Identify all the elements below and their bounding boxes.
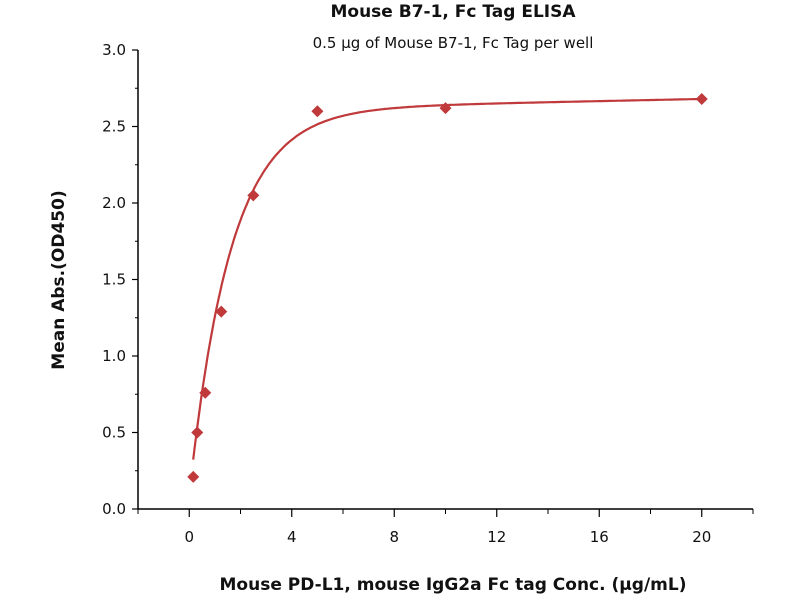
chart-title: Mouse B7-1, Fc Tag ELISA	[330, 2, 576, 22]
chart-subtitle: 0.5 µg of Mouse B7-1, Fc Tag per well	[313, 34, 594, 52]
data-point	[311, 105, 324, 118]
y-tick-label: 1.5	[102, 271, 126, 289]
data-point	[695, 92, 708, 105]
data-point	[199, 386, 212, 399]
data-point	[191, 426, 204, 439]
y-tick-label: 1.0	[102, 347, 126, 365]
data-point	[247, 189, 260, 202]
x-tick-label: 20	[692, 528, 711, 546]
y-tick-label: 2.5	[102, 118, 126, 136]
x-tick-label: 12	[487, 528, 506, 546]
x-tick-label: 4	[287, 528, 297, 546]
y-tick-label: 0.5	[102, 424, 126, 442]
x-axis-label: Mouse PD-L1, mouse IgG2a Fc tag Conc. (µ…	[220, 575, 687, 595]
x-tick-label: 16	[590, 528, 609, 546]
fit-curve	[192, 97, 701, 460]
data-point	[439, 102, 452, 115]
y-tick-label: 3.0	[102, 41, 126, 59]
x-tick-label: 8	[389, 528, 399, 546]
y-axis-label: Mean Abs.(OD450)	[49, 190, 69, 369]
x-tick-label: 0	[184, 528, 194, 546]
data-point	[187, 470, 200, 483]
y-tick-label: 0.0	[102, 500, 126, 518]
data-point	[215, 305, 228, 318]
y-tick-label: 2.0	[102, 194, 126, 212]
